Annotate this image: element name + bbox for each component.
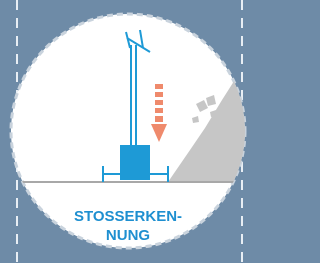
sensor-box [120,145,150,180]
page: STOSSERKEN- NUNG (() => { const data = J… [0,0,262,263]
icon: STOSSERKEN- NUNG [0,0,262,263]
label-line: STOSSERKEN- [74,208,182,225]
label-line: NUNG [106,227,150,244]
